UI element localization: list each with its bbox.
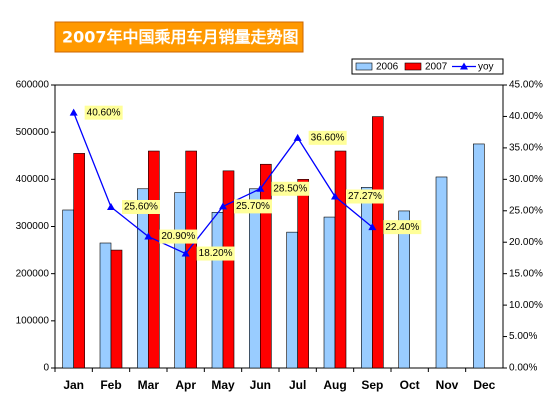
legend-swatch [404,62,422,71]
y2-tick-label: 30.00% [509,174,543,185]
x-tick-label: Aug [323,378,346,392]
y2-tick-label: 45.00% [509,80,543,91]
title-box [54,21,304,53]
marker [107,203,115,211]
x-tick-label: Jan [63,378,84,392]
value-label: 27.27% [348,191,382,202]
marker [69,108,78,116]
x-tick-label: Apr [175,378,196,392]
bar [372,116,384,369]
bar [260,163,272,369]
x-tick-label: Dec [473,378,495,392]
chart-title: 2007年中国乘用车月销量走势图 [62,28,299,47]
bar [398,210,410,369]
y-tick-label: 0 [43,363,49,374]
bar [211,212,224,369]
x-tick-label: Sep [361,378,383,392]
value-label-box [308,130,347,145]
legend-box [351,58,504,75]
bar [323,216,336,369]
marker [181,249,190,257]
x-tick-label: Jun [250,378,271,392]
value-label-box [346,189,384,204]
value-label-box [196,246,235,261]
value-label: 20.90% [161,231,195,242]
legend-label: yoy [478,62,494,73]
bar [473,143,485,369]
legend-label: 2006 [376,62,399,73]
legend-label: 2007 [425,62,448,73]
y-tick-label: 400000 [16,174,50,185]
x-tick-label: Jul [289,378,306,392]
bar [73,153,85,369]
bar [435,176,448,369]
value-label: 22.40% [385,222,419,233]
x-tick-label: Oct [400,378,420,392]
bar [174,192,186,369]
y2-tick-label: 15.00% [509,268,543,279]
legend-swatch [355,62,373,71]
y2-tick-label: 35.00% [509,143,543,154]
bar [62,209,74,369]
marker [256,184,265,192]
value-label: 25.60% [124,202,158,213]
y2-tick-label: 10.00% [509,300,543,311]
value-label: 36.60% [311,132,345,143]
y2-tick-label: 40.00% [509,111,543,122]
marker [219,202,227,210]
bar [361,187,373,369]
value-label-box [122,200,160,215]
y-tick-label: 500000 [16,127,50,138]
x-tick-label: May [211,378,235,392]
value-label: 28.50% [273,183,307,194]
bar [249,188,261,369]
y-tick-label: 100000 [16,315,50,326]
y-tick-label: 300000 [16,221,50,232]
y-tick-label: 200000 [16,268,50,279]
bar [334,150,347,369]
y2-tick-label: 25.00% [509,205,543,216]
marker [331,192,339,200]
legend-marker [460,62,468,70]
x-tick-label: Nov [436,378,459,392]
marker [144,232,153,240]
bar [185,150,197,369]
bar [110,249,123,369]
marker [293,133,302,141]
y2-tick-label: 20.00% [509,237,543,248]
value-label: 25.70% [236,201,270,212]
marker [368,223,377,231]
bar [222,170,235,369]
x-tick-label: Feb [100,378,121,392]
value-label-box [271,181,310,196]
x-tick-label: Mar [138,378,160,392]
value-label-box [383,220,422,235]
value-label-box [84,105,123,120]
bar [99,242,112,369]
bar [148,150,160,369]
y2-tick-label: 0.00% [509,363,537,374]
y2-tick-label: 5.00% [509,331,537,342]
value-label-box [234,199,272,214]
bar [286,231,298,369]
bar [297,179,309,369]
value-label: 18.20% [199,248,233,259]
value-label-box [159,229,198,244]
y-tick-label: 600000 [16,80,50,91]
bar [137,188,149,369]
value-label: 40.60% [87,107,121,118]
